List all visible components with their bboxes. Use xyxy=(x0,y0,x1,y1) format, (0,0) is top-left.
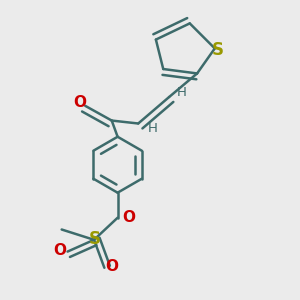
Text: O: O xyxy=(73,95,86,110)
Text: S: S xyxy=(88,230,101,248)
Text: O: O xyxy=(54,243,67,258)
Text: H: H xyxy=(177,86,186,99)
Text: H: H xyxy=(148,122,158,135)
Text: S: S xyxy=(212,41,224,59)
Text: O: O xyxy=(122,210,135,225)
Text: O: O xyxy=(105,259,118,274)
